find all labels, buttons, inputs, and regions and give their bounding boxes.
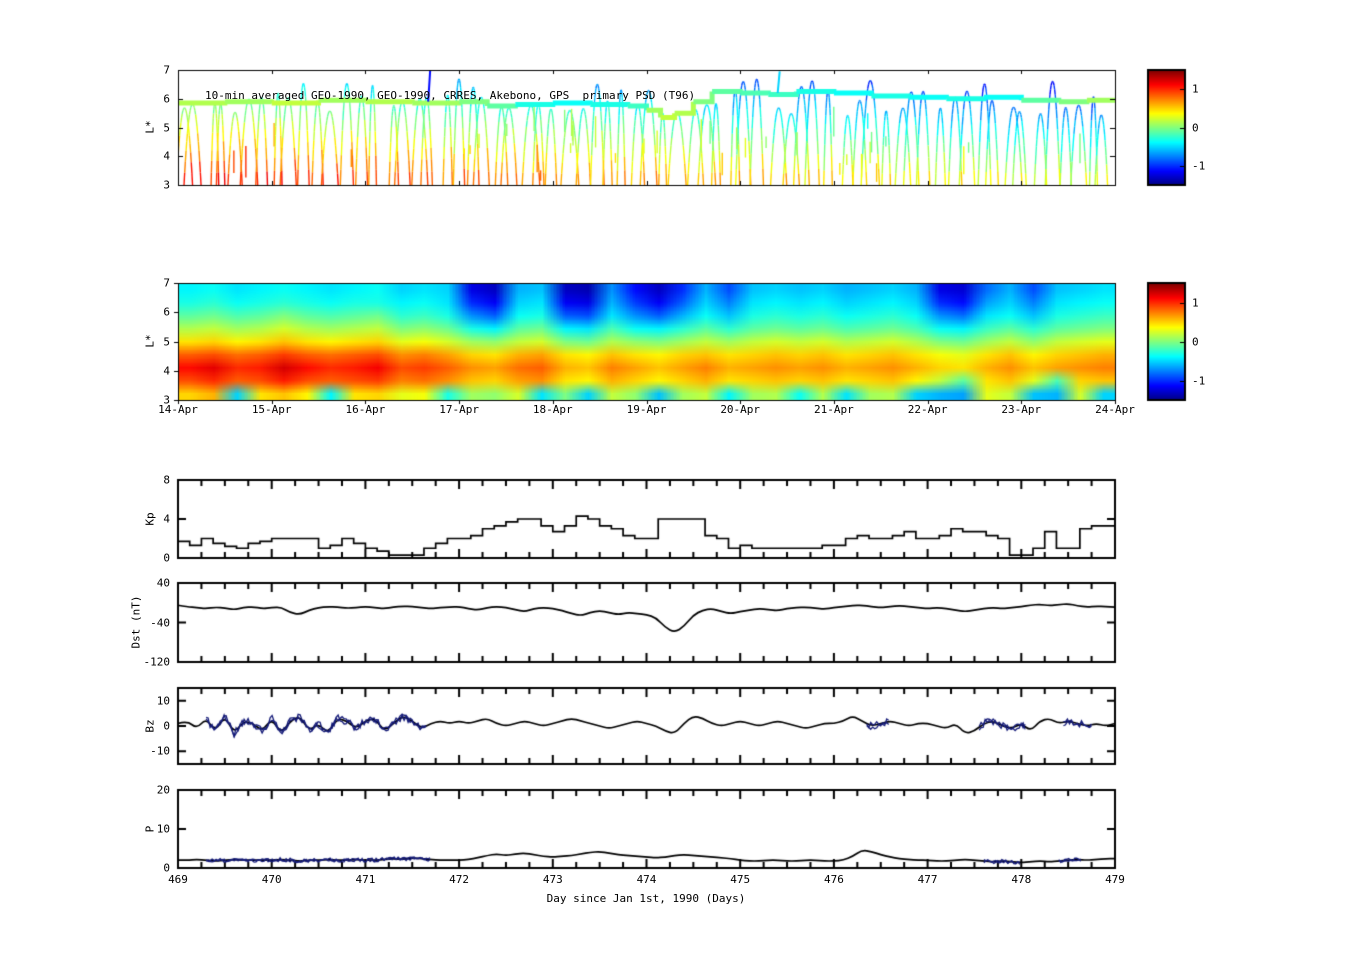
date-tick-label: 21-Apr (814, 403, 854, 416)
x-axis-label: Day since Jan 1st, 1990 (Days) (546, 892, 746, 905)
kp-ylabel: Kp (143, 512, 157, 526)
panel2-ytick-label: 7 (163, 276, 170, 290)
bz-ytick-label: 10 (156, 694, 170, 708)
xtick-label: 472 (449, 873, 470, 886)
bz-ylabel: Bz (143, 719, 157, 733)
xtick-label: 471 (355, 873, 376, 886)
colorbar1-tick-label: 1 (1192, 82, 1199, 96)
colorbar2-tick-label: -1 (1192, 374, 1206, 387)
dst-ylabel: Dst (nT) (129, 595, 143, 649)
xtick-label: 469 (168, 873, 188, 886)
panel1-ytick-label: 3 (163, 178, 170, 192)
kp-ytick-label: 8 (163, 473, 170, 487)
p-ytick-label: 10 (156, 822, 170, 836)
xtick-label: 470 (261, 873, 282, 886)
panel2-ytick-label: 3 (163, 393, 170, 407)
date-tick-label: 22-Apr (907, 403, 948, 416)
panel2-ytick-label: 5 (163, 335, 170, 348)
panel1-ytick-label: 7 (163, 63, 170, 77)
panel2-ytick-label: 6 (163, 305, 170, 319)
panel1-ytick-label: 6 (163, 92, 170, 106)
panel1-ytick-label: 4 (163, 149, 170, 163)
date-tick-label: 20-Apr (720, 403, 761, 416)
panel1-ytick-label: 5 (163, 121, 170, 134)
xtick-label: 474 (636, 873, 657, 886)
xtick-label: 479 (1105, 873, 1125, 886)
kp-ytick-label: 0 (163, 551, 170, 565)
panel1-ylabel: L* (143, 120, 157, 134)
date-tick-label: 18-Apr (532, 403, 573, 416)
xtick-label: 478 (1011, 873, 1032, 886)
bz-ytick-label: -10 (150, 744, 170, 758)
date-tick-label: 14-Apr (158, 403, 198, 416)
xtick-label: 477 (917, 873, 938, 886)
p-ytick-label: 0 (163, 861, 170, 875)
bz-ytick-label: 0 (163, 719, 170, 733)
panel2-ylabel: L* (143, 334, 157, 348)
date-tick-label: 24-Apr (1095, 403, 1135, 416)
date-tick-label: 19-Apr (626, 403, 667, 416)
xtick-label: 475 (730, 873, 751, 886)
p-ylabel: P (143, 825, 157, 833)
date-tick-label: 15-Apr (251, 403, 292, 416)
dst-ytick-label: -120 (143, 655, 171, 669)
colorbar1-tick-label: -1 (1192, 159, 1206, 173)
dst-ytick-label: -40 (150, 616, 170, 629)
kp-ytick-label: 4 (163, 512, 170, 526)
date-tick-label: 17-Apr (439, 403, 479, 416)
p-ytick-label: 20 (156, 783, 170, 797)
dst-ytick-label: 40 (156, 576, 170, 590)
xtick-label: 476 (823, 873, 844, 886)
date-tick-label: 16-Apr (345, 403, 386, 416)
panel1-title: 10-min averaged GEO-1990, GEO-1990, CRRE… (205, 89, 696, 102)
date-tick-label: 23-Apr (1001, 403, 1042, 416)
panel2-ytick-label: 4 (163, 364, 170, 378)
colorbar2-tick-label: 0 (1192, 335, 1199, 348)
colorbar1-tick-label: 0 (1192, 121, 1199, 134)
xtick-label: 473 (542, 873, 563, 886)
colorbar2-tick-label: 1 (1192, 296, 1199, 309)
